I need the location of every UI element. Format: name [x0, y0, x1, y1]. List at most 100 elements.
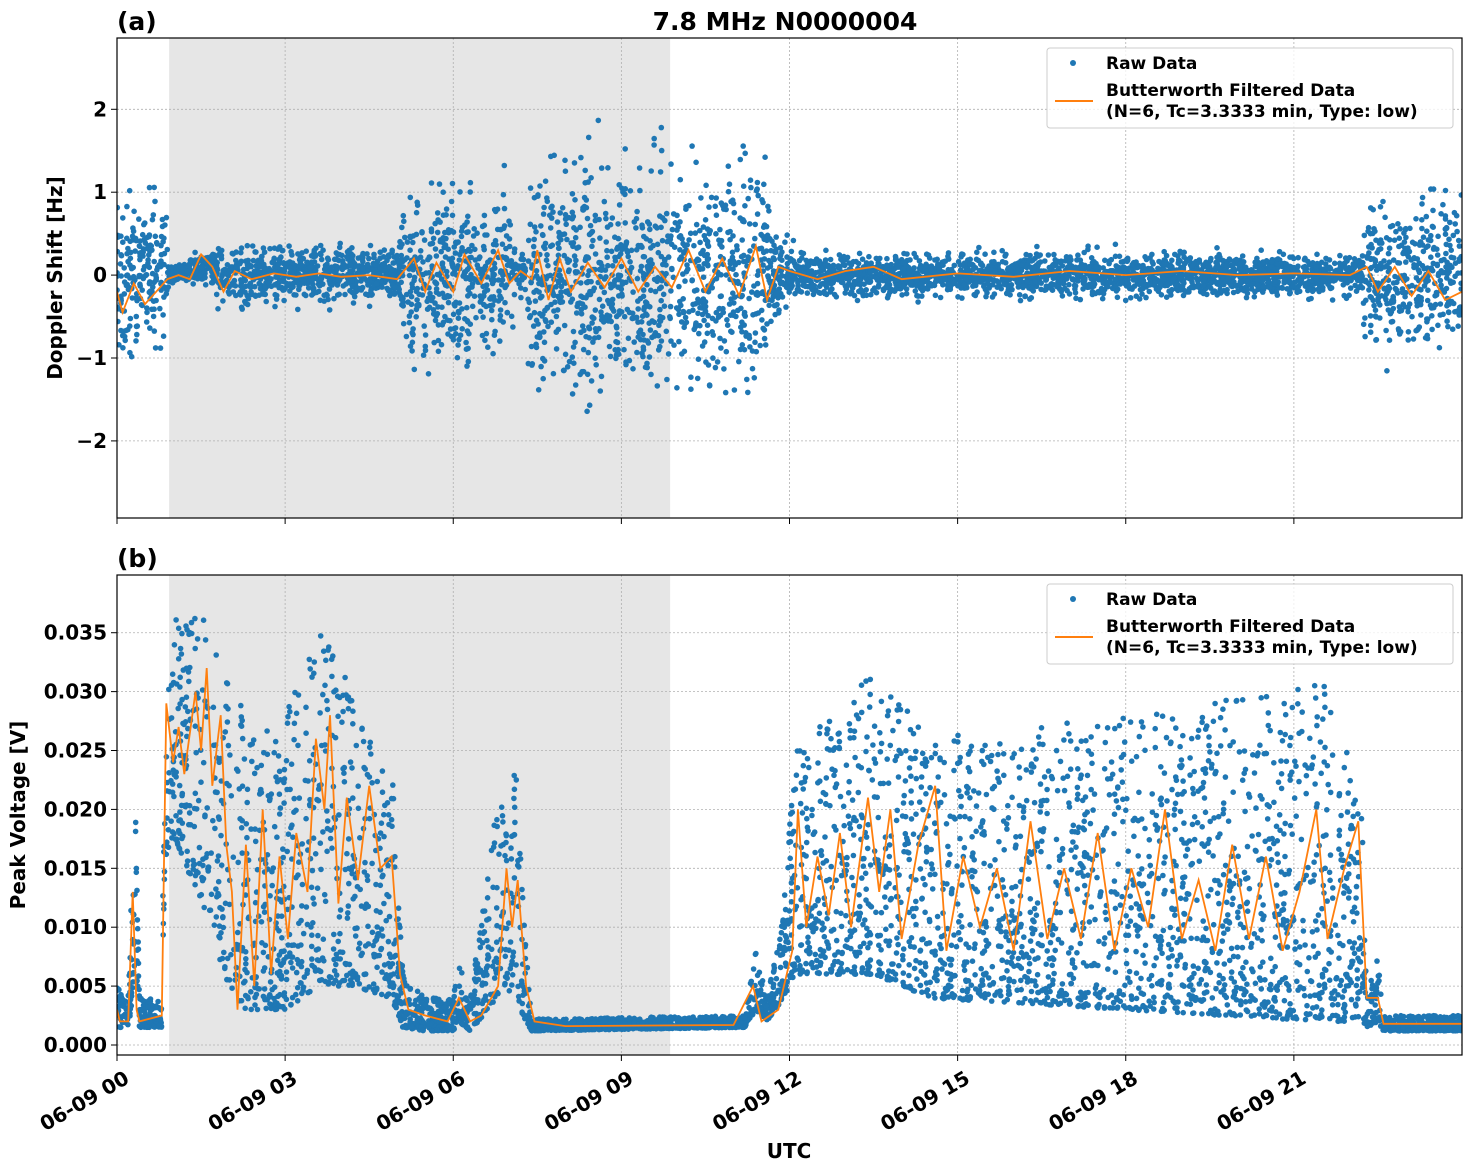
raw-data-point: [692, 230, 699, 236]
raw-data-point: [267, 245, 273, 252]
raw-data-point: [137, 238, 143, 244]
raw-data-point: [562, 211, 569, 218]
raw-data-point: [1395, 260, 1401, 266]
raw-data-point: [432, 279, 438, 285]
raw-data-point: [649, 261, 655, 267]
raw-data-point: [370, 260, 377, 267]
raw-data-point: [907, 268, 913, 274]
raw-data-point: [660, 291, 667, 298]
raw-data-point: [270, 258, 277, 264]
raw-data-point: [575, 300, 581, 307]
raw-data-point: [213, 291, 220, 298]
raw-data-point: [775, 310, 782, 316]
raw-data-point: [434, 210, 441, 216]
raw-data-point: [1302, 280, 1309, 287]
raw-data-point: [917, 264, 923, 271]
raw-data-point: [139, 287, 145, 293]
raw-data-point: [616, 182, 622, 188]
raw-data-point: [639, 225, 646, 231]
raw-data-point: [537, 295, 544, 301]
raw-data-point: [764, 321, 770, 327]
raw-data-point: [1085, 243, 1091, 249]
raw-data-point: [326, 307, 333, 313]
raw-data-point: [633, 247, 640, 253]
raw-data-point: [1425, 243, 1431, 249]
raw-data-point: [268, 276, 274, 282]
raw-data-point: [727, 260, 734, 267]
raw-data-point: [1139, 291, 1145, 297]
raw-data-point: [151, 184, 157, 191]
raw-data-point: [169, 271, 175, 278]
raw-data-point: [1186, 258, 1193, 264]
raw-data-point: [554, 219, 561, 225]
raw-data-point: [274, 292, 280, 299]
raw-data-point: [606, 343, 613, 350]
raw-data-point: [908, 279, 915, 286]
raw-data-point: [718, 345, 724, 351]
raw-data-point: [403, 333, 410, 340]
raw-data-point: [875, 259, 881, 266]
raw-data-point: [1416, 324, 1423, 330]
raw-data-point: [386, 254, 392, 260]
raw-data-point: [753, 311, 759, 317]
raw-data-point: [571, 160, 578, 166]
raw-data-point: [1038, 280, 1044, 286]
raw-data-point: [366, 303, 373, 310]
raw-data-point: [668, 338, 674, 344]
raw-data-point: [208, 253, 215, 259]
raw-data-point: [585, 349, 592, 356]
raw-data-point: [553, 329, 560, 336]
raw-data-point: [1429, 223, 1436, 230]
raw-data-point: [1230, 262, 1236, 268]
raw-data-point: [465, 358, 472, 365]
raw-data-point: [562, 351, 569, 358]
raw-data-point: [1415, 267, 1422, 273]
raw-data-point: [1020, 283, 1027, 289]
y-tick-label: −1: [76, 346, 107, 370]
raw-data-point: [761, 335, 768, 342]
raw-data-point: [399, 224, 405, 231]
raw-data-point: [712, 203, 718, 210]
raw-data-point: [455, 315, 462, 322]
raw-data-point: [224, 262, 231, 268]
raw-data-point: [838, 279, 845, 286]
raw-data-point: [538, 223, 544, 229]
raw-data-point: [260, 245, 267, 251]
raw-data-point: [759, 197, 765, 203]
raw-data-point: [766, 302, 772, 309]
raw-data-point: [1384, 368, 1390, 374]
raw-data-point: [217, 249, 223, 256]
raw-data-point: [564, 288, 571, 294]
raw-data-point: [958, 285, 964, 291]
raw-data-point: [1116, 253, 1123, 260]
raw-data-point: [618, 286, 625, 292]
raw-data-point: [665, 233, 671, 239]
raw-data-point: [1353, 288, 1360, 295]
raw-data-point: [238, 249, 244, 256]
raw-data-point: [702, 299, 709, 305]
raw-data-point: [713, 212, 720, 218]
raw-data-point: [676, 338, 682, 345]
raw-data-point: [397, 292, 404, 299]
raw-data-point: [1136, 263, 1142, 270]
raw-data-point: [1382, 214, 1388, 221]
raw-data-point: [651, 142, 657, 148]
raw-data-point: [546, 212, 553, 219]
raw-data-point: [572, 269, 579, 275]
raw-data-point: [508, 313, 515, 320]
raw-data-point: [1324, 265, 1331, 272]
raw-data-point: [1122, 297, 1129, 304]
raw-data-point: [1295, 254, 1301, 261]
raw-data-point: [718, 200, 725, 206]
raw-data-point: [629, 315, 635, 322]
raw-data-point: [340, 283, 347, 289]
raw-data-point: [1244, 287, 1250, 293]
raw-data-point: [1448, 247, 1454, 253]
raw-data-point: [1314, 251, 1320, 258]
raw-data-point: [640, 331, 646, 338]
raw-data-point: [547, 225, 554, 231]
raw-data-point: [841, 253, 847, 260]
raw-data-point: [597, 235, 603, 241]
raw-data-point: [404, 255, 410, 261]
raw-data-point: [1329, 297, 1336, 303]
